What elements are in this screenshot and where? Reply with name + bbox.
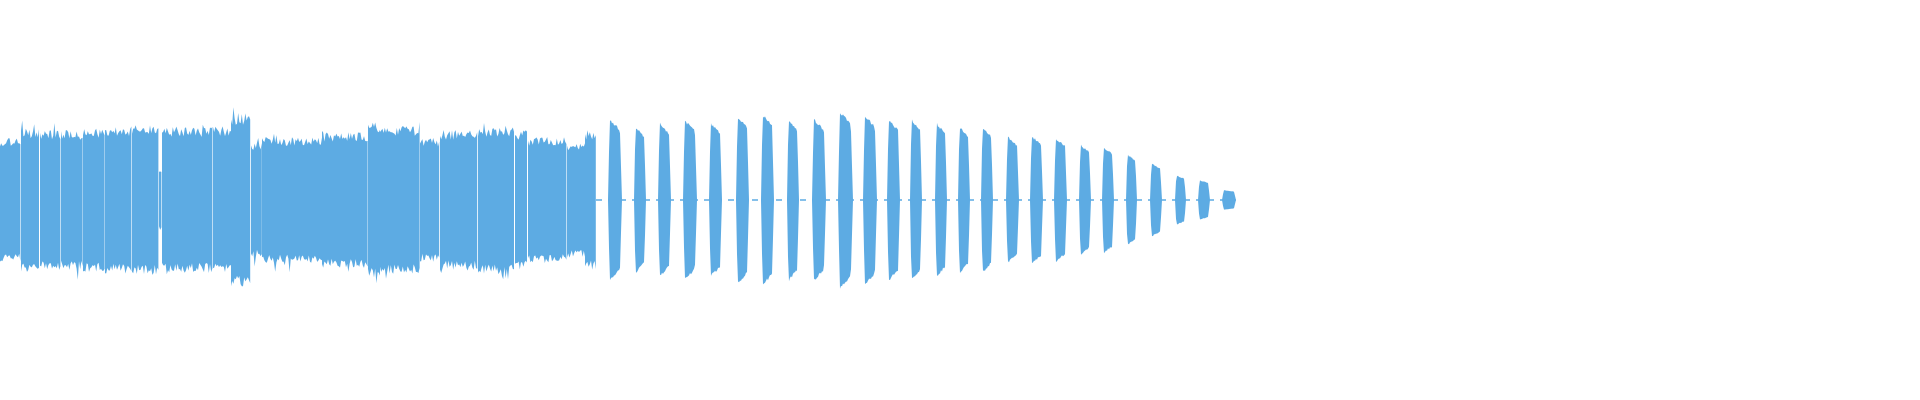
waveform-segment: [132, 125, 159, 275]
waveform-segment: [440, 130, 478, 273]
waveform-segment: [105, 126, 132, 274]
waveform-segment: [322, 130, 368, 272]
waveform-segment: [159, 171, 162, 230]
waveform-pulse: [910, 119, 922, 279]
waveform-pulse: [1198, 180, 1210, 220]
waveform-segment: [162, 124, 213, 275]
waveform-pulse: [1054, 139, 1067, 262]
waveform-pulse: [1006, 136, 1019, 263]
waveform-pulse: [838, 113, 853, 289]
waveform-pulse: [935, 122, 947, 276]
waveform-segment: [21, 120, 39, 272]
waveform-pulse: [1079, 144, 1091, 255]
waveform-segment: [478, 123, 514, 280]
waveform-pulses: [608, 113, 1236, 289]
waveform-pulse: [736, 118, 749, 283]
waveform-pulse: [1150, 163, 1162, 237]
waveform-segment: [61, 130, 83, 280]
waveform-pulse: [1030, 137, 1043, 263]
waveform-segment: [213, 126, 231, 273]
waveform-pulse: [658, 122, 671, 276]
waveform-pulse: [981, 129, 993, 271]
waveform-segment: [368, 122, 380, 284]
waveform-pulse: [1222, 190, 1236, 210]
waveform-pulse: [709, 123, 722, 276]
waveform-pulse: [1175, 175, 1186, 225]
waveform-segment: [380, 122, 420, 279]
waveform-pulse: [787, 121, 799, 282]
waveform-segment: [251, 138, 262, 267]
waveform-pulse: [1126, 154, 1137, 245]
waveform-pulse: [958, 128, 970, 273]
waveform-segment: [0, 138, 21, 262]
waveform-dense-section: [0, 107, 596, 287]
waveform-pulse: [761, 116, 774, 285]
waveform-segment: [585, 130, 596, 270]
waveform-segment: [515, 130, 527, 270]
waveform-segment: [262, 133, 322, 273]
waveform-pulse: [683, 120, 697, 279]
waveform-segment: [231, 107, 251, 287]
waveform-segment: [40, 123, 61, 270]
waveform-segment: [83, 128, 105, 272]
waveform-segment: [420, 138, 440, 262]
waveform-pulse: [608, 120, 622, 280]
waveform-segment: [528, 137, 567, 263]
waveform-pulse: [863, 116, 877, 285]
waveform-pulse: [887, 120, 900, 281]
waveform-pulse: [812, 119, 826, 280]
waveform-pulse: [1102, 147, 1114, 254]
waveform-pulse: [634, 128, 646, 273]
waveform-segment: [567, 143, 585, 258]
